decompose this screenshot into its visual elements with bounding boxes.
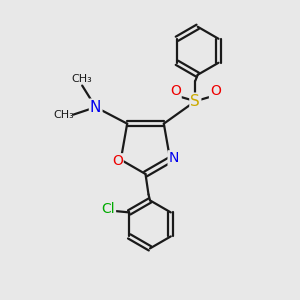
Text: O: O	[112, 154, 123, 168]
Text: CH₃: CH₃	[72, 74, 93, 84]
Text: CH₃: CH₃	[53, 110, 74, 120]
Text: S: S	[190, 94, 200, 109]
Text: N: N	[90, 100, 101, 115]
Text: O: O	[210, 84, 221, 98]
Text: Cl: Cl	[101, 202, 115, 216]
Text: O: O	[170, 84, 181, 98]
Text: N: N	[169, 151, 179, 165]
